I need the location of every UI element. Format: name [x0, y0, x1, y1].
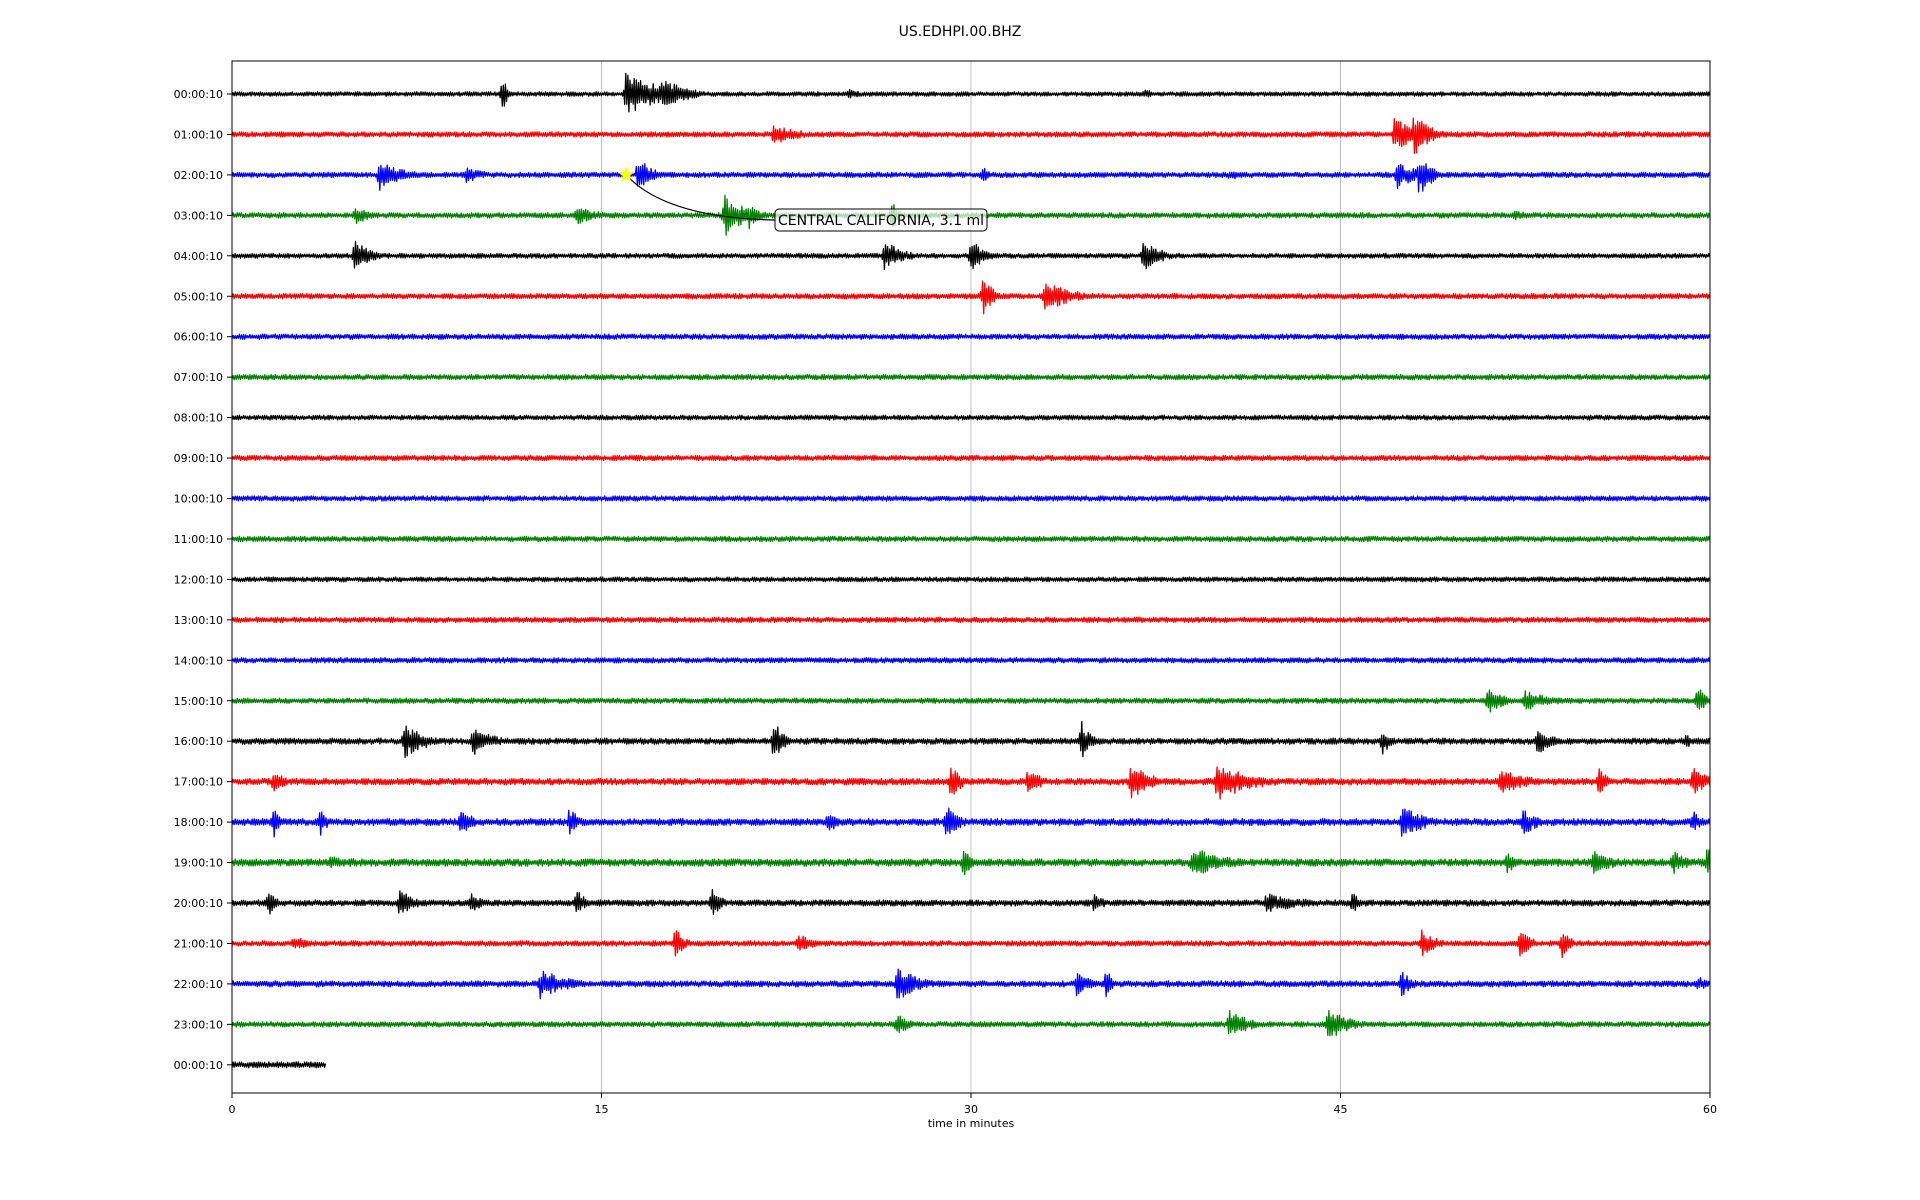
row-label: 09:00:10	[174, 452, 223, 465]
axes-frame	[231, 60, 1711, 1094]
row-label: 10:00:10	[174, 493, 223, 506]
x-tick-label-0: 0	[229, 1103, 236, 1116]
trace-row-12	[231, 576, 1711, 583]
annotation-box	[774, 208, 988, 232]
trace-row-6	[231, 333, 1711, 340]
row-label: 16:00:10	[174, 735, 223, 748]
trace-row-8	[231, 414, 1711, 421]
trace-rows	[231, 72, 1711, 1069]
row-label: 06:00:10	[174, 331, 223, 344]
trace-row-22	[231, 968, 1711, 1000]
trace-row-18	[231, 807, 1711, 838]
trace-row-4	[231, 240, 1711, 271]
trace-row-21	[231, 929, 1711, 958]
x-tick-label-60: 60	[1703, 1103, 1717, 1116]
row-label: 22:00:10	[174, 978, 223, 991]
row-label: 12:00:10	[174, 573, 223, 586]
row-label: 13:00:10	[174, 614, 223, 627]
row-label: 11:00:10	[174, 533, 223, 546]
event-annotations: CENTRAL CALIFORNIA, 3.1 ml	[617, 166, 988, 232]
row-label: 20:00:10	[174, 897, 223, 910]
x-tick-label-45: 45	[1334, 1103, 1348, 1116]
row-time-labels: 00:00:10 01:00:10 02:00:10 03:00:10 04:00:10…	[174, 88, 232, 1072]
trace-row-17	[231, 766, 1711, 800]
row-label: 07:00:10	[174, 371, 223, 384]
trace-row-0	[231, 72, 1711, 113]
row-label: 03:00:10	[174, 209, 223, 222]
row-label: 00:00:10	[174, 88, 223, 101]
trace-row-19	[231, 849, 1711, 876]
row-label: 04:00:10	[174, 250, 223, 263]
row-label: 01:00:10	[174, 128, 223, 141]
trace-row-23	[231, 1009, 1711, 1037]
annotation-label: CENTRAL CALIFORNIA, 3.1 ml	[778, 213, 984, 229]
trace-row-9	[231, 454, 1711, 462]
row-label: 00:00:10	[174, 1059, 223, 1072]
x-axis-ticks: 0 15 30 45 60	[229, 1093, 1717, 1116]
trace-row-13	[231, 616, 1711, 624]
chart-title: US.EDHPI.00.BHZ	[899, 24, 1022, 40]
trace-row-2	[231, 163, 1711, 193]
row-label: 18:00:10	[174, 816, 223, 829]
trace-row-11	[231, 535, 1711, 543]
row-label: 05:00:10	[174, 290, 223, 303]
row-label: 08:00:10	[174, 412, 223, 425]
trace-row-10	[231, 495, 1711, 502]
trace-row-20	[231, 888, 1711, 915]
row-label: 21:00:10	[174, 937, 223, 950]
grid-lines	[601, 61, 1341, 1093]
x-tick-label-30: 30	[964, 1103, 978, 1116]
row-label: 14:00:10	[174, 654, 223, 667]
x-tick-label-15: 15	[595, 1103, 609, 1116]
trace-row-14	[231, 657, 1711, 664]
row-label: 02:00:10	[174, 169, 223, 182]
row-label: 23:00:10	[174, 1018, 223, 1031]
annotation-connector	[625, 174, 776, 221]
row-label: 15:00:10	[174, 695, 223, 708]
trace-row-1	[231, 117, 1711, 154]
row-label: 17:00:10	[174, 776, 223, 789]
row-label: 19:00:10	[174, 857, 223, 870]
trace-row-16	[231, 721, 1711, 758]
event-star-marker	[617, 166, 635, 182]
trace-row-7	[231, 373, 1711, 381]
trace-row-15	[231, 689, 1711, 713]
x-axis-label: time in minutes	[928, 1117, 1015, 1130]
trace-row-24	[231, 1061, 327, 1069]
trace-row-5	[231, 280, 1711, 315]
